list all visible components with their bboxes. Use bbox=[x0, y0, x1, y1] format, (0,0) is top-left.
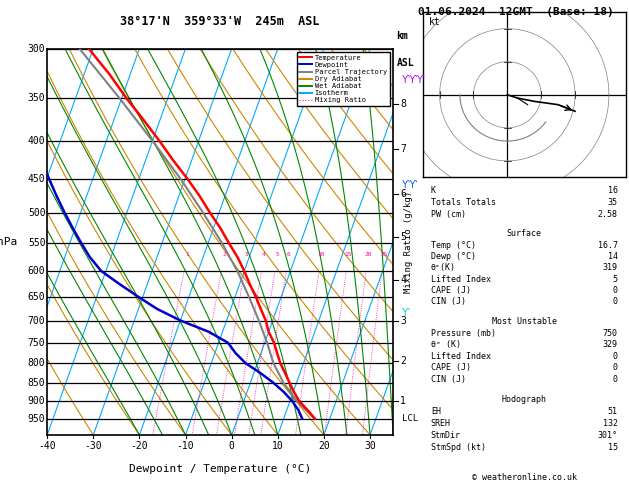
Text: 650: 650 bbox=[28, 292, 45, 302]
Text: 400: 400 bbox=[28, 136, 45, 146]
Text: 750: 750 bbox=[28, 338, 45, 347]
Text: 0: 0 bbox=[229, 441, 235, 451]
Text: 600: 600 bbox=[28, 266, 45, 276]
Text: EH: EH bbox=[431, 407, 441, 416]
Text: © weatheronline.co.uk: © weatheronline.co.uk bbox=[472, 473, 577, 482]
Text: km: km bbox=[397, 31, 408, 41]
Text: 2.58: 2.58 bbox=[598, 209, 618, 219]
Text: Dewpoint / Temperature (°C): Dewpoint / Temperature (°C) bbox=[129, 464, 311, 474]
Text: 3: 3 bbox=[400, 316, 406, 326]
Text: -40: -40 bbox=[38, 441, 56, 451]
Text: ƳƳ: ƳƳ bbox=[396, 180, 417, 190]
Text: 329: 329 bbox=[603, 340, 618, 349]
Text: 300: 300 bbox=[28, 44, 45, 53]
Text: 0: 0 bbox=[613, 352, 618, 361]
Text: 38°17'N  359°33'W  245m  ASL: 38°17'N 359°33'W 245m ASL bbox=[120, 16, 320, 28]
Text: 25: 25 bbox=[380, 252, 387, 258]
Text: -30: -30 bbox=[84, 441, 102, 451]
Text: 10: 10 bbox=[272, 441, 284, 451]
Text: CAPE (J): CAPE (J) bbox=[431, 286, 471, 295]
Text: -10: -10 bbox=[177, 441, 194, 451]
Text: 14: 14 bbox=[608, 252, 618, 261]
Text: PW (cm): PW (cm) bbox=[431, 209, 466, 219]
Text: 10: 10 bbox=[318, 252, 325, 258]
Text: 750: 750 bbox=[603, 329, 618, 338]
Text: 5: 5 bbox=[276, 252, 279, 258]
Text: ASL: ASL bbox=[397, 58, 415, 68]
Text: 0: 0 bbox=[613, 375, 618, 384]
Text: 550: 550 bbox=[28, 238, 45, 248]
Text: StmDir: StmDir bbox=[431, 431, 461, 440]
Text: Ƴ: Ƴ bbox=[396, 308, 410, 318]
Text: 4: 4 bbox=[400, 275, 406, 285]
Text: 5: 5 bbox=[400, 232, 406, 243]
Text: 6: 6 bbox=[400, 189, 406, 199]
Text: 500: 500 bbox=[28, 208, 45, 218]
Text: Surface: Surface bbox=[507, 229, 542, 239]
Text: SREH: SREH bbox=[431, 419, 451, 428]
Text: Lifted Index: Lifted Index bbox=[431, 275, 491, 284]
Text: Hodograph: Hodograph bbox=[502, 395, 547, 404]
Text: 450: 450 bbox=[28, 174, 45, 184]
Text: 15: 15 bbox=[608, 443, 618, 452]
Text: Totals Totals: Totals Totals bbox=[431, 198, 496, 207]
Text: θᵉ (K): θᵉ (K) bbox=[431, 340, 461, 349]
Text: LCL: LCL bbox=[402, 414, 418, 423]
Text: Temp (°C): Temp (°C) bbox=[431, 241, 476, 250]
Text: 15: 15 bbox=[345, 252, 352, 258]
Text: 0: 0 bbox=[613, 286, 618, 295]
Text: Most Unstable: Most Unstable bbox=[492, 317, 557, 326]
Text: Pressure (mb): Pressure (mb) bbox=[431, 329, 496, 338]
Text: 350: 350 bbox=[28, 93, 45, 103]
Text: kt: kt bbox=[429, 17, 440, 27]
Text: 319: 319 bbox=[603, 263, 618, 273]
Legend: Temperature, Dewpoint, Parcel Trajectory, Dry Adiabat, Wet Adiabat, Isotherm, Mi: Temperature, Dewpoint, Parcel Trajectory… bbox=[296, 52, 389, 106]
Text: 800: 800 bbox=[28, 358, 45, 368]
Text: 850: 850 bbox=[28, 378, 45, 388]
Text: 16: 16 bbox=[608, 186, 618, 195]
Text: 900: 900 bbox=[28, 396, 45, 406]
Text: 7: 7 bbox=[400, 144, 406, 155]
Text: 01.06.2024  12GMT  (Base: 18): 01.06.2024 12GMT (Base: 18) bbox=[418, 7, 614, 17]
Text: hPa: hPa bbox=[0, 237, 18, 247]
Text: 2: 2 bbox=[400, 356, 406, 366]
Text: Lifted Index: Lifted Index bbox=[431, 352, 491, 361]
Text: 0: 0 bbox=[613, 297, 618, 307]
Text: 20: 20 bbox=[318, 441, 330, 451]
Text: 20: 20 bbox=[364, 252, 372, 258]
Text: 8: 8 bbox=[400, 99, 406, 108]
Text: ƳƳƳ: ƳƳƳ bbox=[396, 75, 425, 85]
Text: 51: 51 bbox=[608, 407, 618, 416]
Text: Dewp (°C): Dewp (°C) bbox=[431, 252, 476, 261]
Text: CIN (J): CIN (J) bbox=[431, 297, 466, 307]
Text: 16.7: 16.7 bbox=[598, 241, 618, 250]
Text: 301°: 301° bbox=[598, 431, 618, 440]
Text: StmSpd (kt): StmSpd (kt) bbox=[431, 443, 486, 452]
Text: 35: 35 bbox=[608, 198, 618, 207]
Text: K: K bbox=[431, 186, 436, 195]
Text: 3: 3 bbox=[245, 252, 249, 258]
Text: CAPE (J): CAPE (J) bbox=[431, 364, 471, 372]
Text: 6: 6 bbox=[287, 252, 291, 258]
Text: θᵉ(K): θᵉ(K) bbox=[431, 263, 456, 273]
Text: 132: 132 bbox=[603, 419, 618, 428]
Text: -20: -20 bbox=[131, 441, 148, 451]
Text: 950: 950 bbox=[28, 414, 45, 423]
Text: 1: 1 bbox=[400, 396, 406, 406]
Text: 4: 4 bbox=[262, 252, 265, 258]
Text: CIN (J): CIN (J) bbox=[431, 375, 466, 384]
Text: 0: 0 bbox=[613, 364, 618, 372]
Text: 1: 1 bbox=[185, 252, 189, 258]
Text: Mixing Ratio (g/kg): Mixing Ratio (g/kg) bbox=[404, 191, 413, 293]
Text: 5: 5 bbox=[613, 275, 618, 284]
Text: 700: 700 bbox=[28, 315, 45, 326]
Text: 30: 30 bbox=[364, 441, 376, 451]
Text: 2: 2 bbox=[222, 252, 226, 258]
